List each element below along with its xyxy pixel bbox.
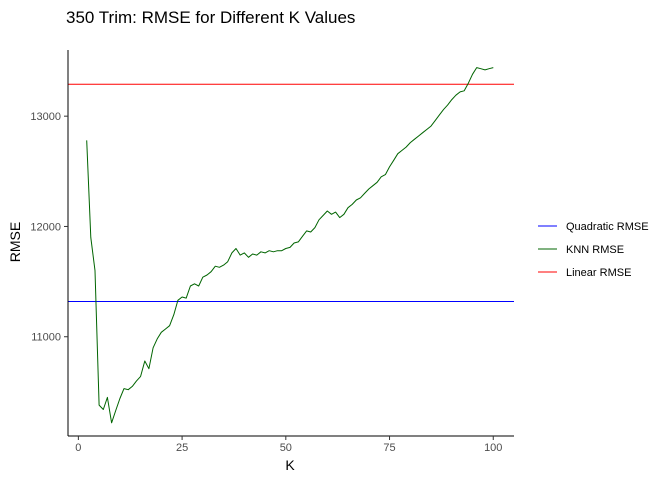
x-tick-label: 50 — [280, 442, 292, 454]
y-axis-title: RMSE — [7, 222, 23, 262]
y-tick-label: 13000 — [30, 111, 61, 123]
x-tick-label: 0 — [75, 442, 81, 454]
legend-label-knn-rmse: KNN RMSE — [566, 244, 624, 256]
legend-label-quadratic-rmse: Quadratic RMSE — [566, 221, 649, 233]
knn-rmse-line — [86, 67, 494, 424]
y-tick-label: 11000 — [31, 332, 61, 344]
x-tick-label: 100 — [484, 442, 502, 454]
x-tick-label: 25 — [176, 442, 188, 454]
x-tick-label: 75 — [383, 442, 395, 454]
chart-title: 350 Trim: RMSE for Different K Values — [66, 8, 356, 27]
y-tick-label: 12000 — [30, 221, 61, 233]
x-axis-title: K — [285, 457, 295, 473]
legend-label-linear-rmse: Linear RMSE — [566, 267, 631, 279]
